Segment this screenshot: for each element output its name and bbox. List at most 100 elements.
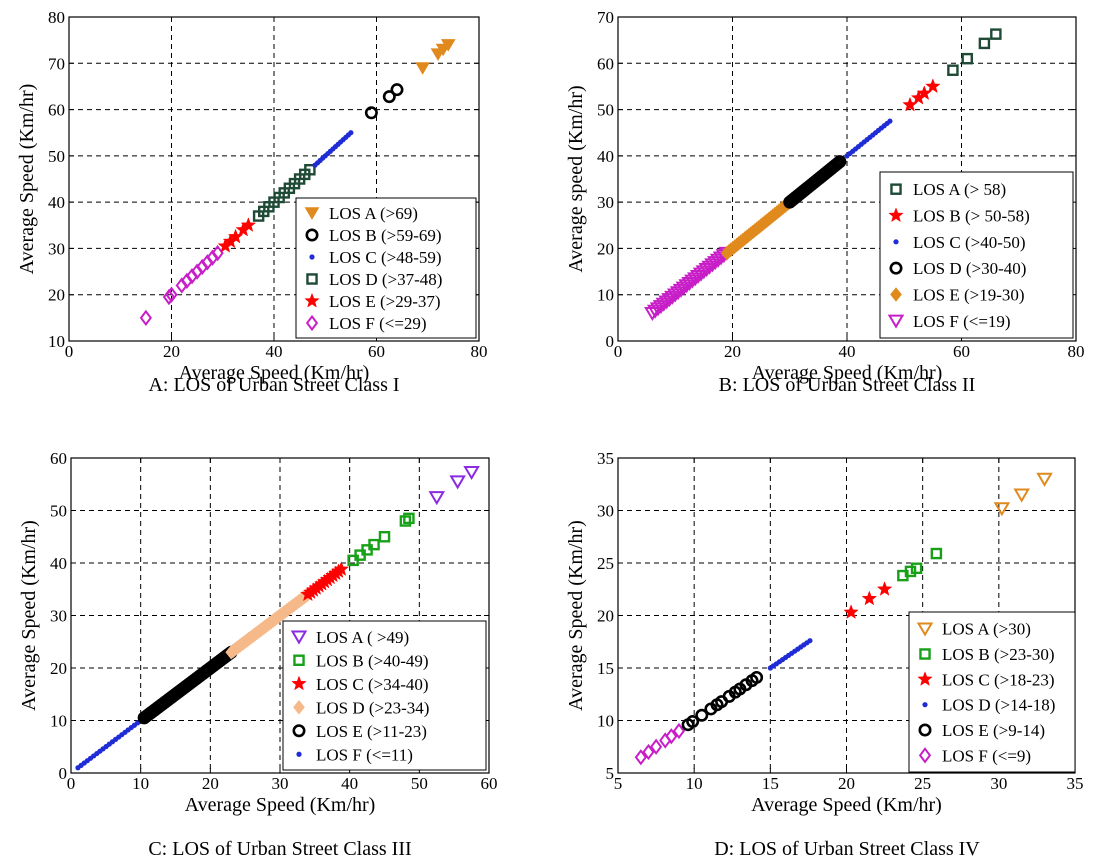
y-tick-label: 40 (597, 147, 614, 166)
legend-marker (290, 630, 308, 645)
axis-ticks: 0 10 20 30 40 50 60 0 10 20 30 40 50 60 (50, 449, 498, 793)
y-tick-label: 30 (597, 502, 614, 521)
x-tick-label: 60 (368, 342, 385, 361)
data-point (368, 538, 380, 551)
legend-marker (890, 287, 902, 302)
legend-marker (305, 314, 319, 332)
data-series (844, 118, 893, 159)
x-tick-label: 15 (762, 774, 779, 793)
y-tick-label: 30 (597, 193, 614, 212)
legend-marker (916, 622, 934, 637)
legend-label: LOS C (>18-23) (942, 670, 1055, 689)
data-series (428, 465, 480, 506)
legend-label: LOS C (>34-40) (316, 675, 429, 694)
legend-label: LOS B (>59-69) (329, 226, 442, 245)
axis-ticks: 5 10 15 20 25 30 35 5 10 15 20 25 30 35 (597, 449, 1084, 793)
panel-b: 0 20 40 60 80 0 10 20 30 40 50 60 70 Average Speed (K… (565, 8, 1085, 396)
x-axis-label: Average Speed (Km/hr) (179, 362, 370, 384)
x-tick-label: 25 (914, 774, 931, 793)
legend-marker (306, 273, 318, 285)
data-point (712, 251, 730, 266)
legend-label: LOS C (>48-59) (329, 248, 442, 267)
data-series-group (75, 465, 480, 771)
data-series (843, 581, 893, 619)
data-series (252, 163, 316, 222)
data-point (664, 290, 681, 305)
data-point (947, 64, 959, 76)
y-tick-label: 30 (50, 607, 67, 626)
legend-label: LOS D (>37-48) (329, 270, 442, 289)
legend-label: LOS D (>14-18) (942, 696, 1055, 715)
data-series (644, 246, 736, 322)
x-tick-label: 10 (686, 774, 703, 793)
y-tick-label: 20 (48, 286, 65, 305)
x-axis-label: Average Speed (Km/hr) (751, 794, 942, 816)
legend-marker (296, 751, 302, 757)
data-series (681, 670, 764, 732)
data-point (692, 267, 710, 282)
x-tick-label: 20 (724, 342, 741, 361)
x-tick-label: 20 (202, 774, 219, 793)
data-point (990, 28, 1002, 40)
data-point (211, 244, 224, 262)
data-point (644, 307, 661, 322)
data-point (698, 263, 715, 278)
data-series (993, 472, 1053, 517)
y-tick-label: 5 (606, 764, 615, 783)
data-point (642, 743, 655, 761)
legend-marker (918, 723, 932, 737)
data-point (686, 715, 700, 729)
legend-label: LOS E (>11-23) (316, 722, 427, 741)
data-point (661, 293, 678, 308)
data-series (217, 217, 257, 253)
x-tick-label: 35 (1067, 774, 1084, 793)
y-tick-label: 35 (597, 449, 614, 468)
data-point (861, 590, 878, 606)
data-point (876, 581, 893, 596)
data-point (165, 286, 178, 303)
legend-label: LOS F (<=29) (329, 314, 427, 333)
panel-c: 0 10 20 30 40 50 60 0 10 20 30 40 50 60 Average Speed … (18, 449, 498, 860)
data-point (925, 78, 941, 94)
data-point (333, 561, 350, 576)
x-tick-label: 60 (481, 774, 498, 793)
y-tick-label: 50 (48, 147, 65, 166)
y-axis-label: Average Speed (Km/hr) (16, 84, 38, 275)
x-tick-label: 10 (132, 774, 149, 793)
data-point (440, 39, 456, 52)
data-point (695, 708, 709, 722)
data-point (961, 52, 973, 65)
y-tick-label: 70 (597, 8, 614, 27)
data-point (701, 260, 718, 275)
y-tick-label: 60 (48, 101, 65, 120)
legend-label: LOS B (>23-30) (942, 645, 1055, 664)
data-series (312, 130, 354, 168)
legend-label: LOS E (>29-37) (329, 292, 441, 311)
data-point (649, 302, 667, 317)
data-point (382, 90, 396, 104)
data-point (750, 670, 764, 684)
y-tick-label: 60 (50, 449, 67, 468)
y-tick-label: 50 (597, 101, 614, 120)
legend: LOS A ( >49) LOS B (>40-49) LOS C (>34-40)… (282, 620, 487, 771)
y-axis-label: Average speed (Km/hr) (565, 85, 587, 272)
legend-marker (918, 747, 932, 764)
legend-marker (293, 699, 305, 715)
axes-frame (68, 16, 480, 342)
legend-box (908, 611, 1076, 773)
data-point (652, 300, 670, 315)
data-series (767, 638, 813, 671)
y-tick-label: 20 (597, 239, 614, 258)
data-point (709, 253, 727, 268)
data-point (139, 309, 152, 327)
y-tick-label: 25 (597, 554, 614, 573)
x-tick-label: 0 (65, 342, 74, 361)
y-axis-label: Average Speed (Km/hr) (18, 520, 40, 711)
data-series (415, 39, 456, 75)
panel-d: 5 10 15 20 25 30 35 5 10 15 20 25 30 35 Average Speed … (565, 449, 1084, 860)
x-tick-label: 40 (341, 774, 358, 793)
data-point (415, 62, 430, 75)
data-point (672, 283, 690, 298)
legend-marker (305, 228, 319, 242)
